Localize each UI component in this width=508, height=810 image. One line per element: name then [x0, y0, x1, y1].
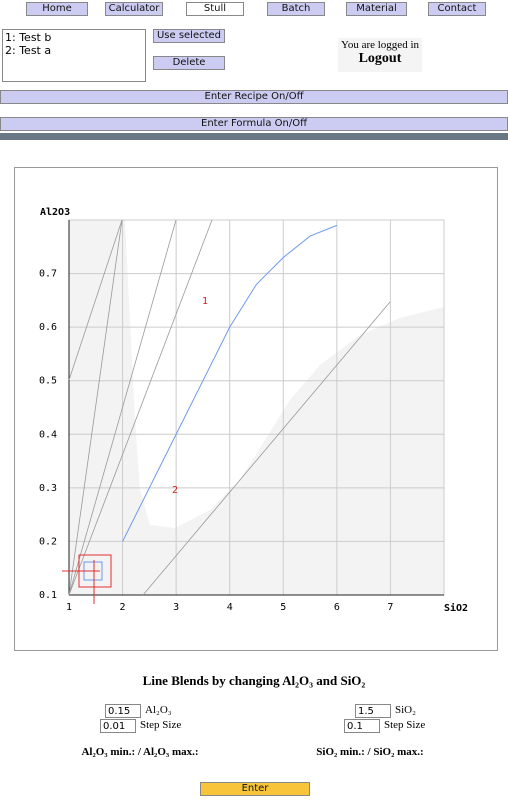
use-selected-button[interactable]: Use selected: [153, 29, 225, 43]
stull-chart: 1 2 Al2O3 SiO2 1 2 3 4 5 6 7 0.1 0.2 0.3 0.4 0.5 0.6…: [14, 167, 498, 651]
clear-region: [125, 220, 444, 528]
recipe-list[interactable]: 1: Test b 2: Test a: [2, 29, 146, 82]
nav-material[interactable]: Material: [346, 2, 407, 16]
x-tick-label: 4: [227, 602, 233, 613]
step-label: Step Size: [384, 719, 426, 731]
sio2-step-input[interactable]: [344, 719, 380, 733]
step-label: Step Size: [140, 719, 182, 731]
annotation: 2: [172, 485, 178, 496]
guide-lines: [68, 219, 391, 596]
enter-button[interactable]: Enter: [200, 782, 310, 796]
divider: [0, 133, 508, 140]
y-tick-label: 0.6: [39, 322, 57, 333]
sio2-label: SiO₂: [395, 704, 416, 716]
y-tick-label: 0.3: [39, 483, 57, 494]
x-tick-label: 2: [120, 602, 126, 613]
x-tick-label: 6: [334, 602, 340, 613]
delete-button[interactable]: Delete: [153, 56, 225, 70]
blend-line: [122, 224, 338, 542]
y-axis-label: Al2O3: [40, 207, 70, 218]
al2o3-input[interactable]: [105, 704, 141, 718]
al2o3-range: Al₂O₃ min.: / Al₂O₃ max.:: [81, 746, 199, 758]
x-tick-label: 5: [280, 602, 286, 613]
annotation: 1: [202, 296, 208, 307]
y-tick-label: 0.5: [39, 376, 57, 387]
form-title: Line Blends by changing Al₂O₃ and SiO₂: [142, 673, 366, 688]
x-tick-label: 3: [173, 602, 179, 613]
x-tick-label: 1: [66, 602, 72, 613]
al2o3-step-input[interactable]: [100, 719, 136, 733]
nav-stull[interactable]: Stull: [186, 2, 244, 16]
nav-contact[interactable]: Contact: [428, 2, 486, 16]
sio2-input[interactable]: [355, 704, 391, 718]
login-box: You are logged in Logout: [338, 38, 422, 72]
x-axis-label: SiO2: [444, 602, 468, 614]
x-tick-label: 7: [387, 602, 393, 613]
y-tick-label: 0.4: [39, 429, 57, 440]
login-status: You are logged in: [340, 39, 419, 51]
recipe-item[interactable]: 1: Test b: [5, 31, 52, 44]
al2o3-label: Al₂O₃: [145, 704, 172, 716]
recipe-item[interactable]: 2: Test a: [5, 44, 52, 57]
y-tick-label: 0.7: [39, 269, 57, 280]
sio2-range: SiO₂ min.: / SiO₂ max.:: [316, 746, 424, 758]
nav-calculator[interactable]: Calculator: [105, 2, 163, 16]
nav-home[interactable]: Home: [26, 2, 88, 16]
logout-link[interactable]: Logout: [358, 51, 402, 66]
nav-batch[interactable]: Batch: [267, 2, 325, 16]
selection-marker: [62, 554, 112, 604]
y-tick-label: 0.2: [39, 536, 57, 547]
y-tick-label: 0.1: [39, 590, 57, 601]
